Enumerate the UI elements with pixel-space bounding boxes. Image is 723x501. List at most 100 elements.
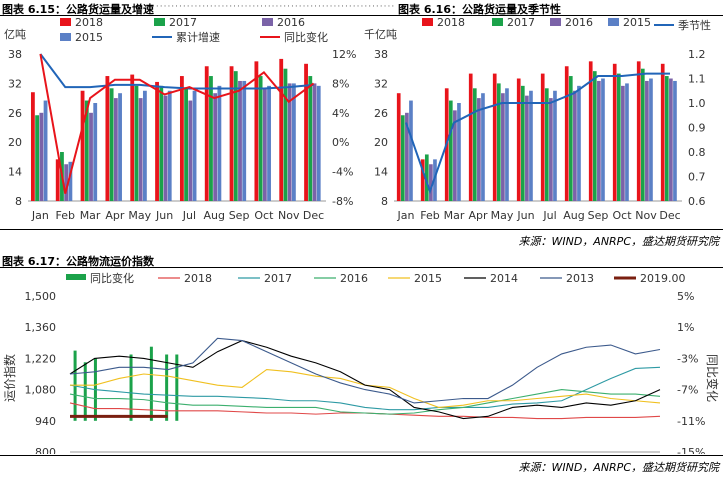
legend-label: 2017: [169, 16, 197, 29]
x-tick-label: Nov: [278, 209, 300, 222]
legend-label: 2019.00: [640, 272, 686, 285]
bar-2015-mar: [93, 103, 98, 201]
x-tick-label: Nov: [635, 209, 657, 222]
bar-2017-jun: [520, 85, 525, 201]
bar-2015-dec: [316, 85, 321, 201]
bar-2016-apr: [113, 98, 118, 201]
bar-2015-mar: [457, 103, 461, 201]
bar-2016-apr: [477, 98, 481, 201]
y-tick-left: 800: [35, 446, 56, 454]
y-tick-right: 8%: [332, 77, 349, 90]
bottom-bottom-rule: [0, 455, 723, 456]
bar-2016-sep: [597, 80, 601, 201]
bar-2017-aug: [209, 76, 213, 201]
legend-label: 季节性: [678, 18, 711, 32]
bar-2017-jul: [184, 88, 189, 201]
bar-2016-mar: [453, 110, 457, 201]
bar-2017-nov: [283, 68, 288, 201]
bar-2018-jul: [540, 73, 545, 201]
bar-2016-nov: [645, 80, 649, 201]
bar-2017-oct: [616, 73, 621, 201]
x-tick-label: Apr: [468, 209, 488, 222]
y-tick-right: 0.6: [688, 195, 706, 208]
line-yoy: [39, 53, 315, 194]
bar-2016-feb: [429, 164, 433, 201]
x-tick-label: Aug: [563, 209, 584, 222]
bar-2015-nov: [649, 78, 653, 201]
yoy-bar: [149, 346, 153, 421]
y-tick-left: 940: [35, 415, 56, 428]
x-tick-label: Jan: [397, 209, 415, 222]
bar-2017-jan: [400, 115, 405, 201]
legend-swatch: [550, 18, 561, 26]
y-tick-left: 14: [374, 166, 388, 179]
bar-2018-oct: [254, 61, 259, 201]
yoy-bar: [129, 354, 133, 421]
y-tick-left: 1,360: [25, 321, 57, 334]
bar-2015-jun: [167, 90, 172, 201]
y-tick-left: 8: [381, 195, 388, 208]
bar-2017-nov: [640, 68, 645, 201]
bar-2016-jul: [188, 100, 193, 201]
bar-2016-jun: [163, 95, 168, 201]
bar-2017-sep: [233, 71, 238, 202]
x-tick-label: May: [491, 209, 514, 222]
legend-swatch: [262, 18, 273, 26]
x-tick-label: Feb: [420, 209, 439, 222]
bar-2015-dec: [673, 80, 677, 201]
legend-label: 同比变化: [284, 30, 328, 44]
legend-label: 2016: [565, 16, 593, 29]
bar-2016-mar: [89, 112, 93, 201]
top-bottom-rule: [0, 229, 723, 230]
bar-2018-jan: [396, 93, 401, 201]
bar-2018-nov: [279, 58, 284, 202]
legend-label: 2015: [75, 31, 103, 44]
legend-label: 2017: [264, 272, 292, 285]
y-tick-right: 5%: [677, 290, 694, 303]
bottom-top-rule: [0, 267, 723, 268]
legend-label: 2015: [623, 16, 651, 29]
source-note-top: 来源：WIND，ANRPC，盛达期货研究院: [518, 235, 719, 248]
bar-2018-aug: [564, 66, 569, 201]
y-tick-right: -7%: [677, 384, 698, 397]
legend-label: 2018: [437, 16, 465, 29]
legend-label: 2014: [490, 272, 518, 285]
chart-617: 1,500 1,360 1,220 1,080 940 800 5% 1% -3% -7% -11%…: [2, 271, 720, 454]
bar-2015-aug: [577, 85, 581, 201]
bar-2018-sep: [229, 66, 234, 201]
bar-2016-may: [501, 93, 505, 201]
legend-label: 2013: [566, 272, 594, 285]
y-tick-right: 1.2: [688, 48, 706, 61]
bar-2016-oct: [621, 85, 625, 201]
bar-2018-nov: [636, 61, 641, 201]
legend-label: 2017: [507, 16, 535, 29]
legend-label: 累计增速: [176, 30, 220, 44]
y-tick-left: 20: [374, 136, 388, 149]
x-tick-label: Oct: [612, 209, 632, 222]
y-tick-right: -3%: [677, 352, 698, 365]
bar-2015-jan: [43, 100, 48, 201]
bar-2016-oct: [262, 88, 267, 201]
x-tick-label: Jan: [31, 209, 49, 222]
y-tick-right: 1.1: [688, 73, 706, 86]
bar-2015-feb: [433, 159, 437, 201]
bar-2016-jan: [39, 112, 44, 201]
bar-2015-may: [142, 90, 147, 201]
bar-2016-dec: [312, 83, 317, 201]
bar-2018-mar: [80, 90, 85, 201]
yoy-bar: [175, 354, 179, 421]
bar-2017-dec: [308, 76, 313, 201]
bar-2015-oct: [625, 83, 629, 201]
bar-2015-sep: [601, 78, 605, 201]
bar-2016-nov: [287, 83, 292, 201]
y-tick-right: 4%: [332, 107, 349, 120]
y-tick-left: 32: [374, 77, 388, 90]
x-tick-label: Aug: [204, 209, 225, 222]
legend-label: 2018: [75, 16, 103, 29]
bar-2017-aug: [568, 76, 573, 201]
y-tick-left: 1,220: [25, 352, 57, 365]
bar-2015-oct: [267, 85, 271, 201]
x-tick-label: Apr: [105, 209, 125, 222]
bar-2018-dec: [660, 63, 665, 201]
bar-2017-feb: [424, 154, 429, 201]
